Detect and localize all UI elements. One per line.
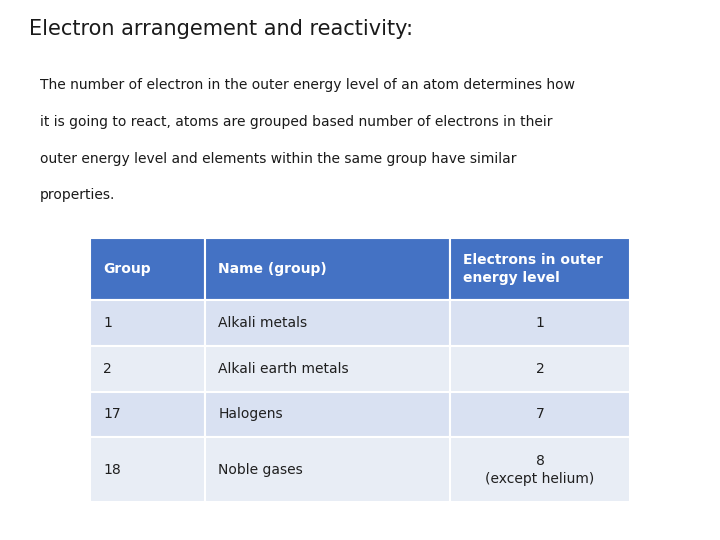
FancyBboxPatch shape bbox=[205, 300, 450, 346]
Text: Electrons in outer
energy level: Electrons in outer energy level bbox=[463, 253, 603, 285]
FancyBboxPatch shape bbox=[90, 300, 205, 346]
Text: it is going to react, atoms are grouped based number of electrons in their: it is going to react, atoms are grouped … bbox=[40, 115, 552, 129]
FancyBboxPatch shape bbox=[450, 346, 630, 392]
Text: 7: 7 bbox=[536, 408, 544, 421]
Text: Electron arrangement and reactivity:: Electron arrangement and reactivity: bbox=[29, 19, 413, 39]
FancyBboxPatch shape bbox=[90, 437, 205, 502]
FancyBboxPatch shape bbox=[90, 238, 205, 300]
Text: Name (group): Name (group) bbox=[218, 262, 327, 275]
Text: The number of electron in the outer energy level of an atom determines how: The number of electron in the outer ener… bbox=[40, 78, 575, 92]
FancyBboxPatch shape bbox=[90, 392, 205, 437]
FancyBboxPatch shape bbox=[450, 300, 630, 346]
Text: Alkali earth metals: Alkali earth metals bbox=[218, 362, 348, 375]
FancyBboxPatch shape bbox=[450, 392, 630, 437]
FancyBboxPatch shape bbox=[450, 437, 630, 502]
Text: properties.: properties. bbox=[40, 188, 115, 202]
Text: outer energy level and elements within the same group have similar: outer energy level and elements within t… bbox=[40, 152, 516, 166]
Text: Halogens: Halogens bbox=[218, 408, 283, 421]
Text: 17: 17 bbox=[103, 408, 120, 421]
Text: 1: 1 bbox=[103, 316, 112, 329]
FancyBboxPatch shape bbox=[205, 346, 450, 392]
Text: 1: 1 bbox=[536, 316, 544, 329]
Text: Noble gases: Noble gases bbox=[218, 463, 303, 477]
Text: 18: 18 bbox=[103, 463, 121, 477]
FancyBboxPatch shape bbox=[90, 346, 205, 392]
Text: Alkali metals: Alkali metals bbox=[218, 316, 307, 329]
Text: Group: Group bbox=[103, 262, 150, 275]
Text: 2: 2 bbox=[536, 362, 544, 375]
FancyBboxPatch shape bbox=[205, 437, 450, 502]
FancyBboxPatch shape bbox=[450, 238, 630, 300]
Text: 8
(except helium): 8 (except helium) bbox=[485, 454, 595, 485]
FancyBboxPatch shape bbox=[205, 238, 450, 300]
FancyBboxPatch shape bbox=[205, 392, 450, 437]
Text: 2: 2 bbox=[103, 362, 112, 375]
